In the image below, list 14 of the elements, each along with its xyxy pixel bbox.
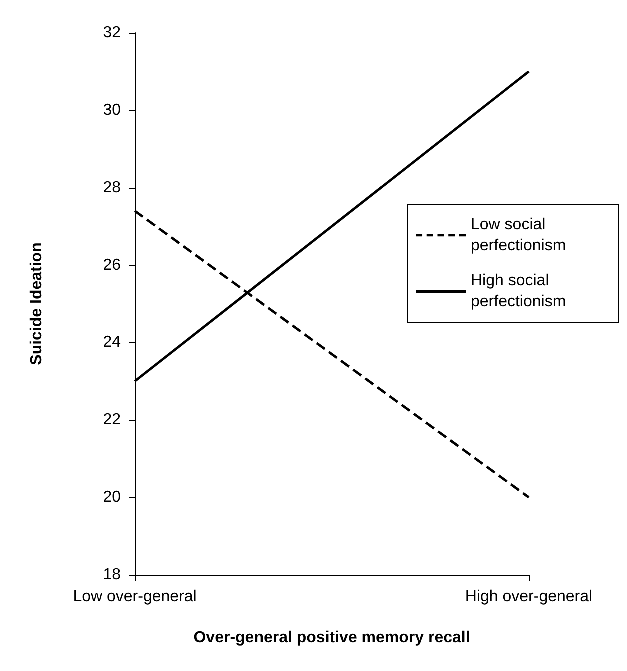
x-axis-title: Over-general positive memory recall xyxy=(194,630,470,646)
y-axis-title: Suicide Ideation xyxy=(28,242,46,366)
y-tick-label: 30 xyxy=(103,102,122,119)
x-tick-label: High over-general xyxy=(465,588,593,606)
x-tick-label: Low over-general xyxy=(73,588,197,606)
y-tick-label: 20 xyxy=(103,489,122,506)
y-tick-label: 18 xyxy=(103,566,122,584)
y-tick-label: 26 xyxy=(103,256,122,274)
y-tick-label: 28 xyxy=(103,179,122,196)
y-tick-label: 32 xyxy=(103,24,122,42)
y-tick-label: 24 xyxy=(103,334,122,352)
legend-label: Low social perfectionism xyxy=(471,216,566,254)
y-tick-label: 22 xyxy=(103,412,122,429)
legend-label: High social perfectionism xyxy=(471,272,566,310)
